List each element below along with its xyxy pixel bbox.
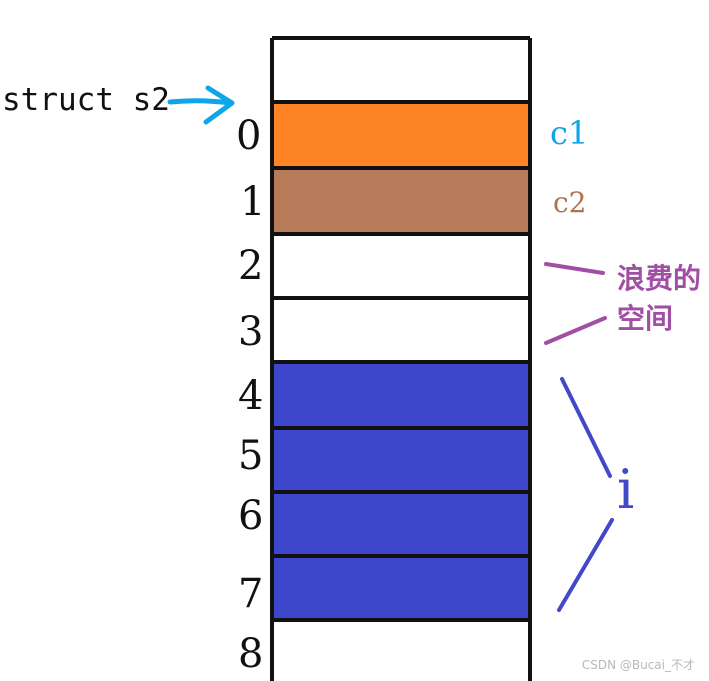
cell-5 — [272, 428, 530, 492]
index-1: 1 — [240, 179, 266, 225]
index-5: 5 — [238, 433, 264, 479]
cell-top — [272, 38, 530, 102]
pointer-arrow-icon — [167, 85, 235, 125]
struct-label: struct s2 — [2, 82, 170, 118]
index-4: 4 — [238, 373, 264, 419]
index-3: 3 — [238, 309, 264, 355]
cell-4 — [272, 362, 530, 428]
memory-grid-lines — [270, 36, 532, 681]
watermark: CSDN @Bucai_不才 — [581, 658, 695, 672]
cell-0 — [272, 102, 530, 168]
label-wasted-line2: 空间 — [617, 302, 674, 335]
wasted-space-bracket — [544, 262, 607, 345]
cell-7 — [272, 556, 530, 620]
index-2: 2 — [238, 243, 264, 289]
label-wasted-line1: 浪费的 — [617, 262, 702, 295]
cell-2 — [272, 234, 530, 298]
label-i: i — [617, 458, 635, 521]
index-7: 7 — [238, 571, 264, 617]
cell-1 — [272, 168, 530, 234]
index-0: 0 — [236, 113, 262, 159]
cell-8 — [272, 620, 530, 681]
cell-3 — [272, 298, 530, 362]
label-c2: c2 — [553, 186, 587, 219]
index-6: 6 — [238, 493, 264, 539]
cell-6 — [272, 492, 530, 556]
label-c1: c1 — [550, 114, 589, 152]
index-8: 8 — [238, 631, 264, 677]
i-bracket — [557, 377, 614, 612]
